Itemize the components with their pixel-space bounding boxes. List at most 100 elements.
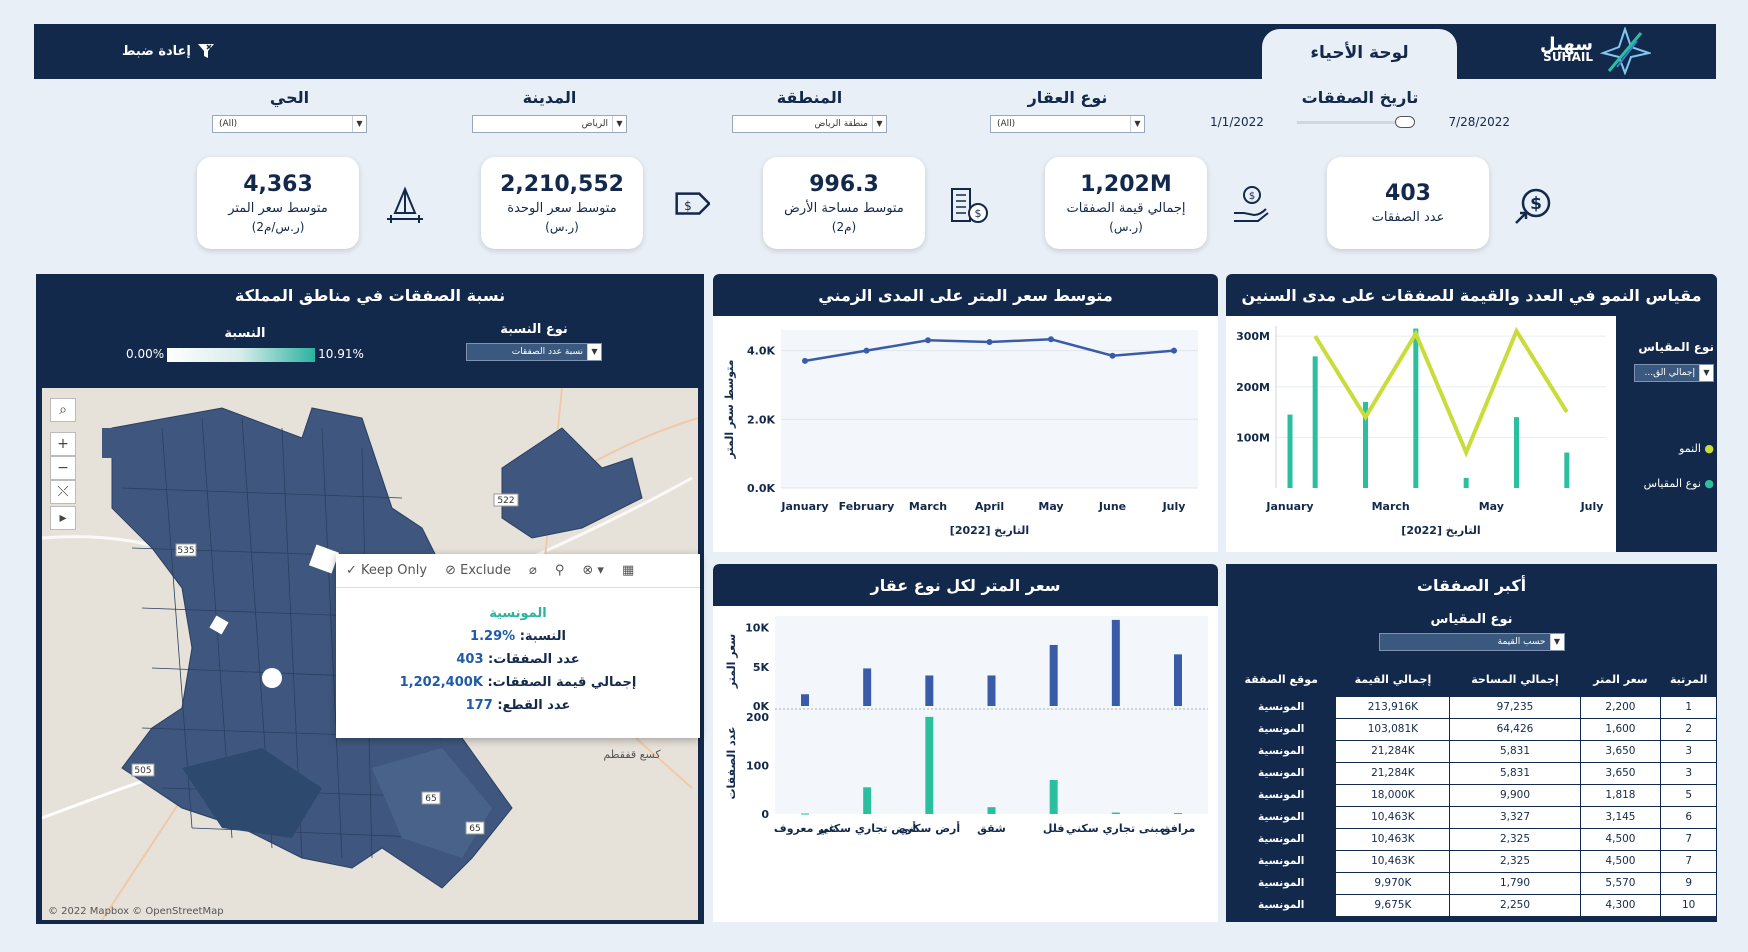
table-row[interactable]: 6 3,145 3,327 10,463K المونسية	[1225, 805, 1717, 829]
measure-scale-icon	[387, 186, 423, 223]
table-row[interactable]: 7 4,500 2,325 10,463K المونسية	[1225, 849, 1717, 873]
growth-combo-chart: 100M 200M 300M January March May July التاريخ […	[1226, 316, 1616, 552]
location-cell: المونسية	[1225, 849, 1337, 873]
pin-icon[interactable]: ⚲	[554, 563, 565, 578]
road-label: 505	[134, 766, 151, 776]
data-point	[986, 339, 993, 346]
top-deals-table: المرتبة سعر المتر إجمالي المساحة إجمالي …	[1225, 664, 1717, 917]
logo-text-ar: سهيل	[1540, 34, 1593, 55]
table-row[interactable]: 1 2,200 97,235 213,916K المونسية	[1225, 695, 1717, 719]
col-meter-price[interactable]: سعر المتر	[1593, 673, 1648, 687]
date-range-filter: تاريخ الصفقات 1/1/2022 7/28/2022	[1210, 88, 1510, 129]
map-attribution: © 2022 Mapbox © OpenStreetMap	[48, 906, 224, 917]
bar-count	[987, 807, 996, 814]
kpi-total-value: 1,202M إجمالي قيمة الصفقات (ر.س)	[1045, 157, 1207, 249]
region-label: المنطقة	[776, 88, 843, 107]
date-slider-handle[interactable]	[1395, 115, 1416, 128]
location-cell: المونسية	[1225, 783, 1337, 807]
table-row[interactable]: 5 1,818 9,900 18,000K المونسية	[1225, 783, 1717, 807]
rank-cell: 1	[1660, 695, 1717, 719]
col-rank[interactable]: المرتبة	[1669, 673, 1708, 687]
x-tick-label: January	[1265, 500, 1313, 513]
tooltip-ratio: النسبة: %1.29	[336, 629, 700, 644]
col-total-value[interactable]: إجمالي القيمة	[1354, 673, 1432, 687]
x-tick-label: غير معروف	[774, 822, 836, 835]
y-tick-label: 200M	[1236, 381, 1270, 394]
x-tick-label: مبنى تجاري سكني	[1066, 822, 1166, 835]
dropdown-arrow-icon: ▼	[1699, 365, 1713, 381]
meter-price-cell: 2,200	[1579, 695, 1662, 719]
keep-only-button[interactable]: ✓ Keep Only	[346, 563, 428, 578]
tab-neighborhoods-dashboard[interactable]: لوحة الأحياء	[1262, 29, 1457, 79]
bar-price	[925, 675, 934, 706]
tooltip-count-value: 403	[456, 652, 484, 667]
tooltip-count: عدد الصفقات: 403	[336, 652, 700, 667]
exclude-button[interactable]: ⊘ Exclude	[445, 563, 512, 578]
deals-measure-select[interactable]: حسب القيمة ▼	[1378, 633, 1565, 651]
col-location[interactable]: موقع الصفقة	[1244, 673, 1318, 687]
data-point	[1048, 336, 1054, 343]
table-row[interactable]: 2 1,600 64,426 103,081K المونسية	[1225, 717, 1717, 741]
plot-area	[775, 616, 1208, 814]
growth-measure-label: نوع المقياس	[1638, 340, 1714, 354]
district-label: الحي	[269, 88, 310, 107]
road-label: 65	[469, 824, 480, 834]
ratio-color-scale	[167, 347, 316, 362]
total-value-cell: 10,463K	[1335, 827, 1451, 851]
kpi-name: متوسط مساحة الأرض	[784, 201, 904, 216]
top-deals-panel: أكبر الصفقات نوع المقياس حسب القيمة ▼ الم…	[1225, 564, 1717, 922]
plot-area	[781, 330, 1198, 488]
tooltip-ratio-label: النسبة:	[519, 629, 566, 644]
reset-filters-button[interactable]: إعادة ضبط	[122, 38, 215, 64]
bar	[1514, 417, 1519, 488]
growth-measure-value: إجمالي الق...	[1644, 368, 1695, 378]
kpi-name: متوسط سعر المتر	[228, 201, 328, 216]
table-row[interactable]: 10 4,300 2,250 9,675K المونسية	[1225, 893, 1717, 917]
tooltip-ratio-value: %1.29	[470, 629, 516, 644]
location-cell: المونسية	[1225, 761, 1337, 785]
x-tick-label: March	[1372, 500, 1410, 513]
y-tick-label: 5K	[753, 661, 770, 674]
table-row[interactable]: 9 5,570 1,790 9,970K المونسية	[1225, 871, 1717, 895]
district-value: (All)	[219, 119, 238, 129]
growth-measure-select[interactable]: إجمالي الق... ▼	[1634, 364, 1714, 382]
total-area-cell: 2,250	[1449, 893, 1581, 917]
set-icon[interactable]: ⊗ ▾	[582, 563, 604, 578]
ratio-type-select[interactable]: نسبة عدد الصفقات ▼	[466, 343, 602, 361]
location-cell: المونسية	[1225, 717, 1337, 741]
meter-price-cell: 4,500	[1579, 827, 1662, 851]
col-total-area[interactable]: إجمالي المساحة	[1471, 673, 1559, 687]
city-select[interactable]: الرياض ▼	[472, 115, 627, 133]
total-area-cell: 9,900	[1449, 783, 1581, 807]
map-search-icon[interactable]: ⌕	[50, 398, 76, 422]
expand-toolbar-icon[interactable]: ▸	[50, 506, 76, 530]
svg-text:$: $	[1249, 191, 1255, 202]
bar-count	[1174, 813, 1182, 815]
district-select[interactable]: (All) ▼	[212, 115, 367, 133]
group-icon[interactable]: ⌀	[529, 563, 537, 578]
zoom-in-icon[interactable]: +	[50, 432, 76, 456]
view-data-icon[interactable]: ▦	[621, 563, 635, 578]
reset-map-icon[interactable]: ⤬	[50, 480, 76, 504]
total-value-cell: 21,284K	[1335, 739, 1451, 763]
kpi-value: 4,363	[243, 172, 313, 197]
region-value: منطقة الرياض	[814, 119, 869, 129]
region-select[interactable]: منطقة الرياض ▼	[732, 115, 887, 133]
table-row[interactable]: 3 3,650 5,831 21,284K المونسية	[1225, 761, 1717, 785]
dropdown-arrow-icon: ▼	[1549, 634, 1564, 650]
legend-measure-label: نوع المقياس	[1643, 477, 1701, 490]
bar-price	[1174, 654, 1182, 706]
kpi-name: إجمالي قيمة الصفقات	[1066, 201, 1186, 216]
zoom-out-icon[interactable]: −	[50, 456, 76, 480]
table-row[interactable]: 3 3,650 5,831 21,284K المونسية	[1225, 739, 1717, 763]
property-type-select[interactable]: (All) ▼	[990, 115, 1145, 133]
date-range-slider[interactable]	[1297, 115, 1416, 128]
legend-growth: النمو ●	[1626, 442, 1714, 455]
rank-cell: 2	[1660, 717, 1717, 741]
total-area-cell: 5,831	[1449, 739, 1581, 763]
hand-coin-icon: $	[1234, 186, 1269, 222]
location-cell: المونسية	[1225, 739, 1337, 763]
table-row[interactable]: 7 4,500 2,325 10,463K المونسية	[1225, 827, 1717, 851]
logo-text-en: SUHAIL	[1543, 50, 1593, 64]
y-axis-title: عدد الصفقات	[725, 726, 738, 799]
